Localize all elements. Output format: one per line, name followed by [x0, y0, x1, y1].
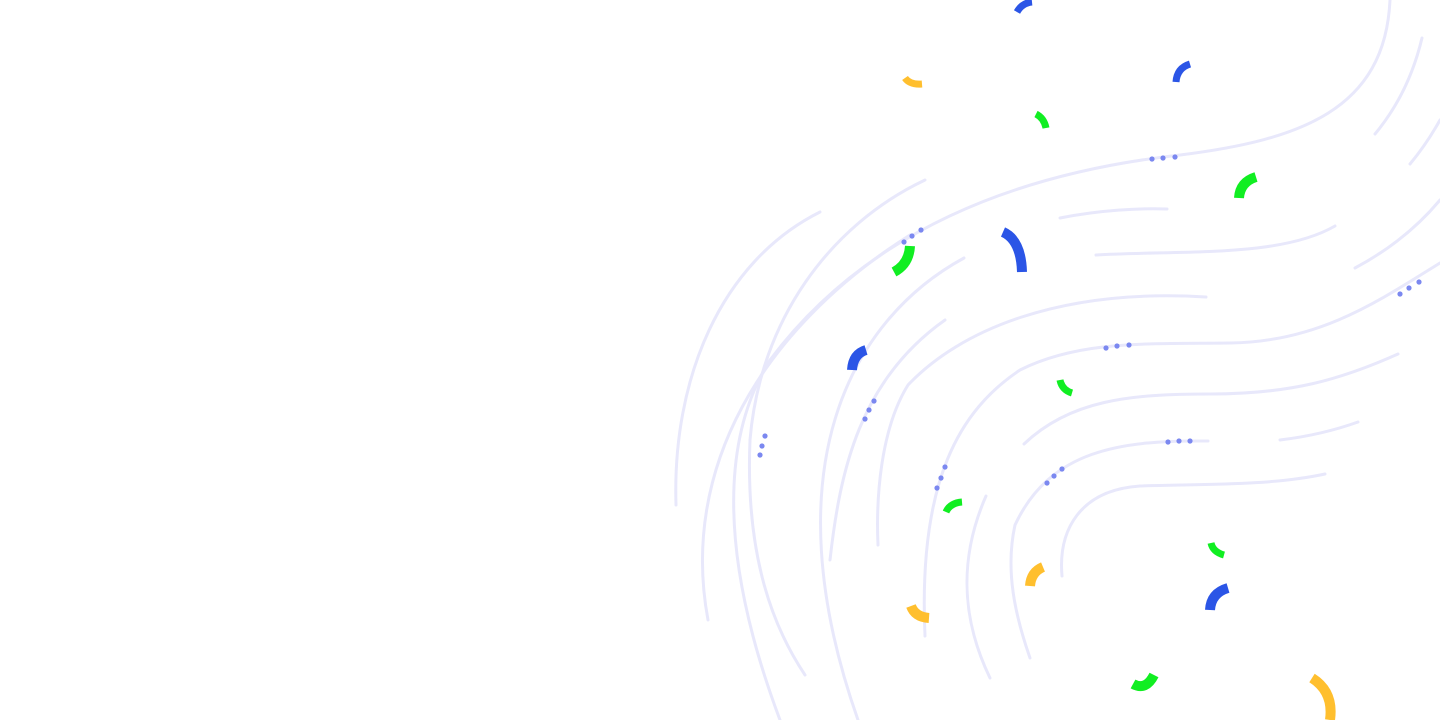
flow-line — [922, 261, 1440, 638]
accent-dot — [934, 485, 940, 491]
dot-clusters — [757, 154, 1422, 491]
flow-line — [819, 256, 966, 720]
flow-line — [1408, 118, 1440, 166]
confetti-blue — [1172, 60, 1192, 83]
confetti-green — [1207, 542, 1226, 559]
flow-line — [876, 294, 1208, 547]
confetti-yellow — [906, 603, 930, 623]
flow-line — [732, 0, 1392, 720]
confetti-pieces — [847, 0, 1336, 720]
accent-dot — [1149, 156, 1155, 162]
flow-line — [1058, 207, 1169, 220]
accent-dot — [862, 416, 868, 422]
accent-dot — [866, 407, 872, 413]
confetti-blue — [1013, 0, 1033, 14]
accent-dot — [1406, 285, 1412, 291]
flow-line — [1009, 439, 1210, 660]
flow-line — [1278, 420, 1360, 442]
accent-dot — [759, 443, 765, 449]
accent-dot — [757, 452, 763, 458]
accent-dot — [1044, 480, 1050, 486]
flow-line — [700, 233, 912, 622]
accent-dot — [901, 239, 907, 245]
flow-lines — [674, 0, 1440, 720]
confetti-blue — [1205, 583, 1230, 611]
accent-dot — [918, 227, 924, 233]
confetti-blue — [1000, 227, 1027, 273]
flow-line — [965, 494, 992, 680]
confetti-green — [1056, 379, 1074, 397]
accent-dot — [909, 233, 915, 239]
confetti-green — [1130, 672, 1159, 692]
accent-dot — [1114, 343, 1120, 349]
accent-dot — [1126, 342, 1132, 348]
flow-line — [747, 178, 927, 677]
accent-dot — [871, 398, 877, 404]
confetti-yellow — [1025, 562, 1046, 587]
confetti-green — [942, 498, 963, 514]
flow-line — [1353, 198, 1440, 270]
accent-dot — [1165, 439, 1171, 445]
confetti-green — [891, 245, 915, 277]
flow-line — [1373, 36, 1424, 136]
flow-line — [1094, 224, 1337, 257]
accent-dot — [1051, 473, 1057, 479]
accent-dot — [1187, 438, 1193, 444]
accent-dot — [1160, 155, 1166, 161]
flow-line — [1060, 472, 1327, 578]
confetti-yellow — [1309, 673, 1336, 720]
flow-line — [674, 210, 822, 507]
confetti-blue — [847, 345, 868, 371]
accent-dot — [1416, 279, 1422, 285]
accent-dot — [942, 464, 948, 470]
confetti-green — [1234, 172, 1258, 199]
accent-dot — [1397, 291, 1403, 297]
flow-line — [1022, 352, 1400, 446]
confetti-yellow — [902, 75, 923, 88]
accent-dot — [1059, 466, 1065, 472]
accent-dot — [1176, 438, 1182, 444]
accent-dot — [938, 475, 944, 481]
accent-dot — [1172, 154, 1178, 160]
confetti-green — [1034, 110, 1050, 129]
accent-dot — [762, 433, 768, 439]
flow-line — [828, 318, 947, 562]
accent-dot — [1103, 345, 1109, 351]
